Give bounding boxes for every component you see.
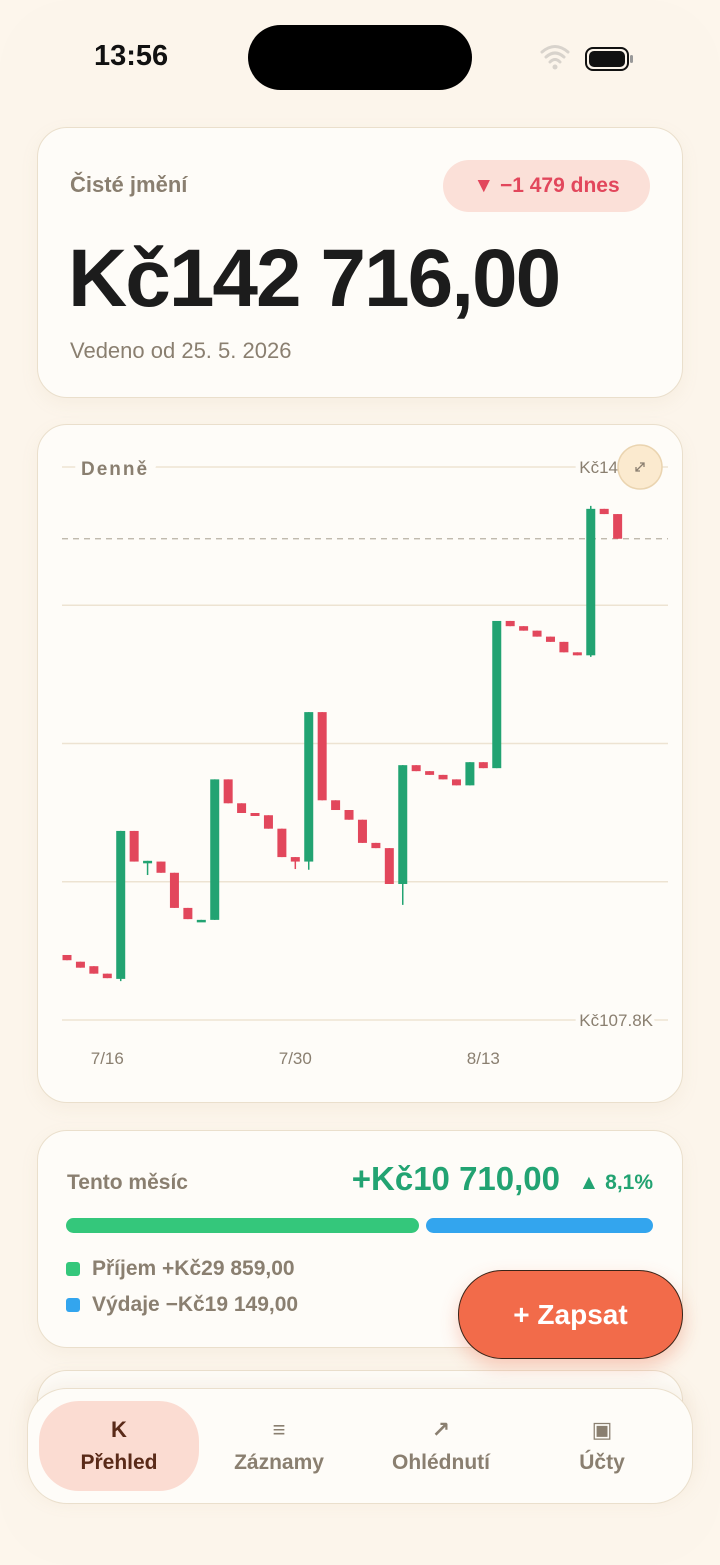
daily-change-badge: ▼ −1 479 dnes: [443, 160, 650, 212]
chart-title: Denně: [81, 459, 149, 480]
legend-swatch: [66, 1298, 80, 1312]
tab-label: Přehled: [80, 1451, 158, 1474]
candle-body: [492, 620, 502, 769]
wifi-icon: [540, 45, 570, 64]
tab[interactable]: ▣ Účty: [522, 1401, 682, 1491]
month-bar: [426, 1218, 653, 1233]
candle-body: [398, 765, 408, 884]
candle-body: [411, 765, 421, 772]
month-bar: [66, 1218, 420, 1233]
candle-body: [451, 779, 461, 786]
candle-body: [183, 907, 193, 920]
candle-body: [143, 860, 153, 864]
candle-body: [465, 762, 475, 786]
legend-item: Výdaje −Kč19 149,00: [66, 1293, 298, 1317]
month-title: Tento měsíc: [67, 1171, 188, 1194]
candle-body: [613, 514, 623, 539]
candle-body: [210, 779, 220, 920]
candle-body: [89, 966, 99, 974]
legend-value: −Kč19 149,00: [165, 1293, 299, 1316]
candle-body: [263, 815, 273, 829]
candle-body: [129, 830, 139, 862]
candle-body: [237, 803, 247, 813]
candle-body: [371, 842, 381, 849]
tab-label: Ohlédnutí: [392, 1451, 490, 1474]
candle-body: [331, 800, 341, 811]
y-tick-label: Kč107.8K: [579, 1011, 653, 1030]
candle-body: [196, 919, 206, 923]
candle-body: [425, 771, 435, 775]
net-worth-label: Čisté jmění: [70, 172, 188, 197]
add-record-button[interactable]: + Zapsat: [458, 1270, 683, 1359]
legend-name: Příjem: [92, 1257, 157, 1280]
status-time: 13:56: [94, 40, 169, 72]
candle-body: [505, 620, 515, 627]
candle-body: [586, 508, 596, 656]
tab-label: Účty: [579, 1451, 625, 1474]
candle-body: [478, 762, 488, 769]
tab[interactable]: ↗ Ohlédnutí: [361, 1401, 521, 1491]
wifi-dot: [552, 64, 558, 70]
candle-body: [277, 828, 287, 858]
legend-name: Výdaje: [92, 1293, 160, 1316]
chart-card: [37, 424, 683, 1103]
tab[interactable]: K Přehled: [39, 1401, 199, 1491]
status-icons: [540, 45, 633, 71]
candle-body: [344, 810, 354, 820]
candle-body: [62, 954, 72, 961]
tab-icon: ▣: [591, 1417, 613, 1442]
candle-body: [102, 973, 112, 979]
legend-item: Příjem +Kč29 859,00: [66, 1257, 295, 1281]
candle-body: [169, 872, 179, 908]
x-tick-label: 7/30: [279, 1049, 312, 1068]
legend-swatch: [66, 1262, 80, 1276]
candle-body: [572, 652, 582, 656]
candle-body: [290, 857, 300, 862]
candle-body: [317, 712, 327, 801]
candle-body: [519, 626, 529, 631]
legend-value: +Kč29 859,00: [162, 1257, 295, 1280]
tab-bar: K Přehled ≡ Záznamy ↗ Ohlédnutí ▣ Účty: [27, 1388, 693, 1504]
grid: [62, 466, 668, 1021]
candle-body: [599, 508, 609, 515]
candle-body: [384, 848, 394, 884]
month-change: +Kč10 710,00: [351, 1160, 560, 1197]
net-worth-amount: Kč142 716,00: [68, 233, 561, 324]
tab[interactable]: ≡ Záznamy: [199, 1401, 359, 1491]
month-change-pct: ▲ 8,1%: [578, 1171, 653, 1194]
x-tick-label: 8/13: [467, 1049, 500, 1068]
candle-body: [545, 636, 555, 642]
candle-body: [357, 819, 367, 843]
candle-body: [75, 961, 85, 968]
dynamic-island: [248, 25, 472, 90]
battery-level: [589, 51, 625, 67]
battery-outline: [585, 47, 629, 71]
candle-body: [559, 641, 569, 653]
expand-button[interactable]: [617, 444, 663, 490]
candle-body: [532, 630, 542, 637]
tab-icon: ≡: [272, 1417, 286, 1442]
candle-body: [156, 861, 166, 873]
candle-body: [438, 774, 448, 780]
tab-label: Záznamy: [234, 1451, 324, 1474]
candle-body: [116, 830, 126, 979]
tracking-since: Vedeno od 25. 5. 2026: [70, 338, 292, 363]
expand-icon[interactable]: [635, 462, 645, 472]
candle-body: [304, 712, 314, 862]
tab-icon: K: [111, 1417, 127, 1442]
x-tick-label: 7/16: [91, 1049, 124, 1068]
candle-body: [250, 812, 260, 816]
candle-body: [223, 779, 233, 804]
battery-tip: [630, 55, 633, 63]
candles: [62, 505, 623, 982]
tab-icon: ↗: [431, 1417, 451, 1442]
